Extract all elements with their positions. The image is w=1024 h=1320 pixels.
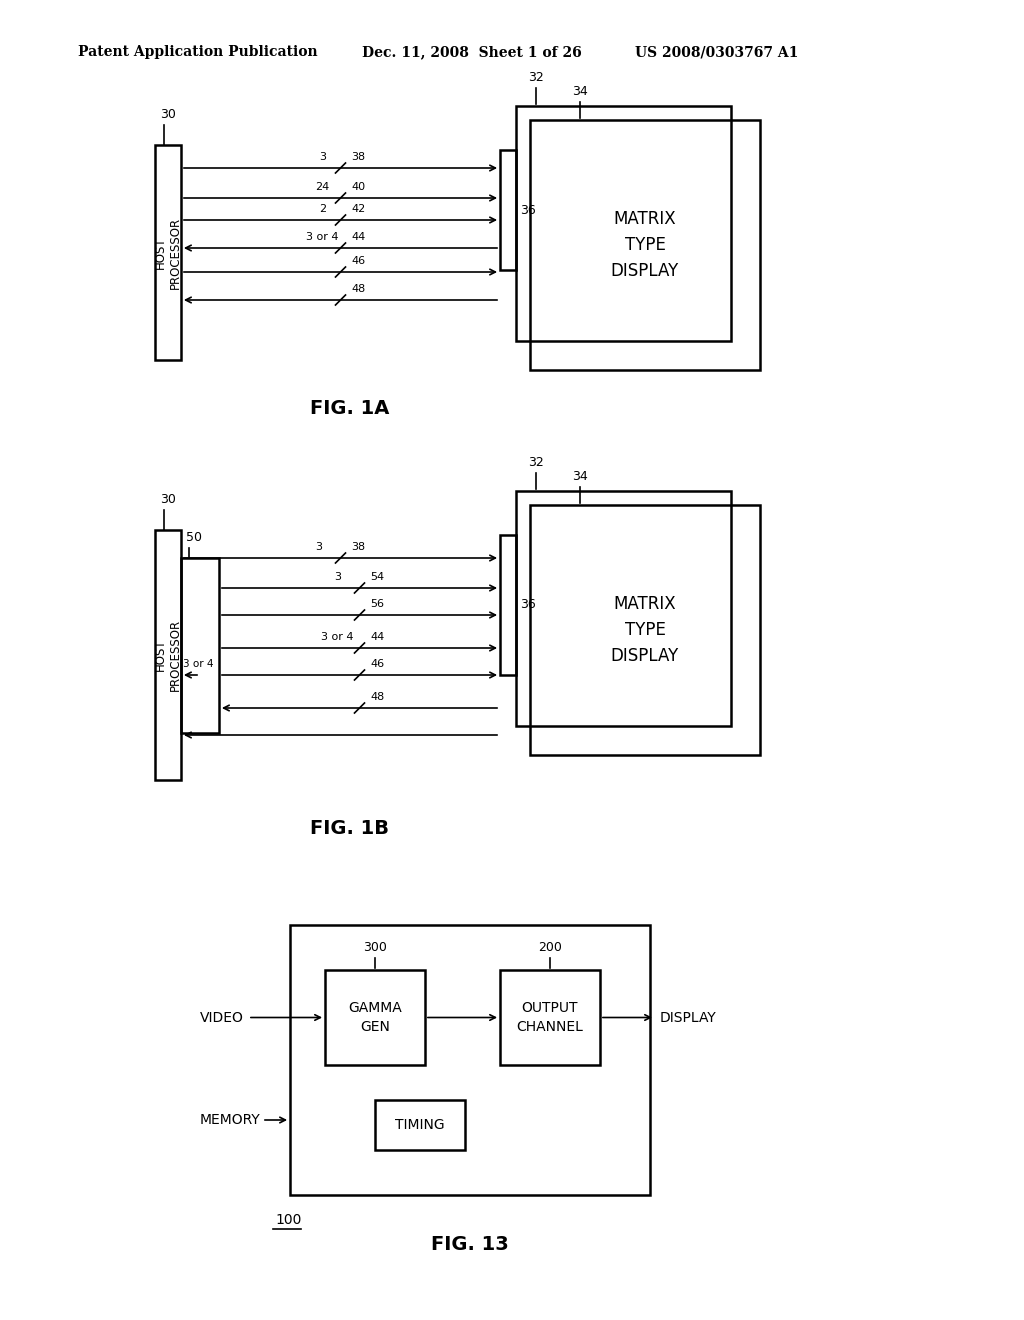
Bar xyxy=(530,120,760,370)
Text: Patent Application Publication: Patent Application Publication xyxy=(78,45,317,59)
Text: 34: 34 xyxy=(572,470,588,483)
Text: 44: 44 xyxy=(351,232,366,242)
Text: HOST
PROCESSOR: HOST PROCESSOR xyxy=(154,216,182,289)
Text: 3: 3 xyxy=(319,152,326,162)
Bar xyxy=(155,531,181,780)
Text: FIG. 1A: FIG. 1A xyxy=(310,399,390,417)
Bar xyxy=(516,106,731,341)
Bar xyxy=(500,150,516,271)
Text: 56: 56 xyxy=(371,599,384,609)
Text: 300: 300 xyxy=(364,941,387,954)
Bar xyxy=(290,925,650,1195)
Text: 34: 34 xyxy=(572,84,588,98)
Text: 46: 46 xyxy=(371,659,385,669)
Text: 32: 32 xyxy=(528,71,544,84)
Text: MEMORY: MEMORY xyxy=(200,1113,261,1127)
Bar xyxy=(530,506,760,755)
Text: HOST
PROCESSOR: HOST PROCESSOR xyxy=(154,619,182,692)
Bar xyxy=(325,970,425,1065)
Text: 44: 44 xyxy=(371,632,385,642)
Text: MATRIX
TYPE
DISPLAY: MATRIX TYPE DISPLAY xyxy=(611,210,679,280)
Text: 200: 200 xyxy=(538,941,562,954)
Text: DISPLAY: DISPLAY xyxy=(660,1011,717,1024)
Bar xyxy=(375,1100,465,1150)
Text: 38: 38 xyxy=(351,152,366,162)
Bar xyxy=(516,491,731,726)
Text: VIDEO: VIDEO xyxy=(200,1011,244,1024)
Text: 3 or 4: 3 or 4 xyxy=(322,632,353,642)
Text: 40: 40 xyxy=(351,182,366,191)
Text: Dec. 11, 2008  Sheet 1 of 26: Dec. 11, 2008 Sheet 1 of 26 xyxy=(362,45,582,59)
Text: 30: 30 xyxy=(160,108,176,121)
Text: 54: 54 xyxy=(371,572,385,582)
Text: 100: 100 xyxy=(275,1213,301,1228)
Text: 3: 3 xyxy=(334,572,341,582)
Text: 2: 2 xyxy=(318,205,326,214)
Text: TIMING: TIMING xyxy=(395,1118,444,1133)
Text: 36: 36 xyxy=(520,203,536,216)
Text: FIG. 13: FIG. 13 xyxy=(431,1236,509,1254)
Bar xyxy=(181,558,219,733)
Text: 3: 3 xyxy=(315,543,322,552)
Text: MATRIX
TYPE
DISPLAY: MATRIX TYPE DISPLAY xyxy=(611,594,679,665)
Text: 48: 48 xyxy=(371,692,385,702)
Text: 38: 38 xyxy=(351,543,366,552)
Text: 24: 24 xyxy=(315,182,330,191)
Text: 32: 32 xyxy=(528,455,544,469)
Text: FIG. 1B: FIG. 1B xyxy=(310,818,389,837)
Text: 46: 46 xyxy=(351,256,366,267)
Bar xyxy=(500,970,600,1065)
Text: OUTPUT
CHANNEL: OUTPUT CHANNEL xyxy=(516,1001,584,1035)
Bar xyxy=(500,535,516,675)
Bar xyxy=(155,145,181,360)
Text: GAMMA
GEN: GAMMA GEN xyxy=(348,1001,401,1035)
Text: 30: 30 xyxy=(160,492,176,506)
Text: 50: 50 xyxy=(186,531,202,544)
Text: 48: 48 xyxy=(351,284,366,294)
Text: 3 or 4: 3 or 4 xyxy=(183,659,213,669)
Text: 3 or 4: 3 or 4 xyxy=(306,232,339,242)
Text: US 2008/0303767 A1: US 2008/0303767 A1 xyxy=(635,45,799,59)
Text: 36: 36 xyxy=(520,598,536,611)
Text: 42: 42 xyxy=(351,205,366,214)
